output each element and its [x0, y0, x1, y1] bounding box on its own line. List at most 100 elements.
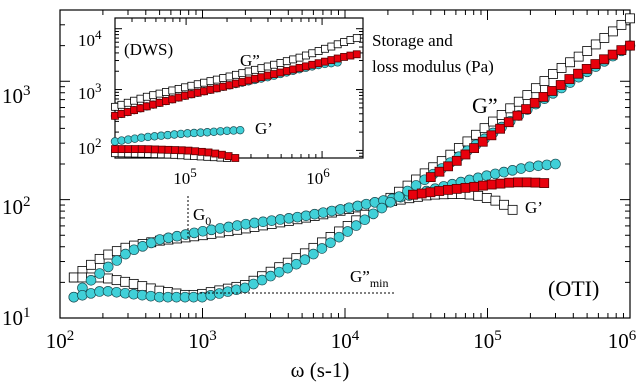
data-point — [103, 249, 114, 260]
data-point — [547, 86, 557, 96]
data-point — [231, 154, 240, 162]
data-point — [507, 165, 518, 176]
data-point — [111, 246, 122, 257]
inset-y-tick-label: 104 — [78, 27, 102, 50]
data-point — [184, 146, 193, 155]
data-point — [314, 47, 323, 55]
data-point — [495, 123, 505, 134]
data-point — [367, 208, 379, 220]
data-point — [206, 85, 215, 94]
data-point — [473, 190, 484, 201]
inset-y-tick-label: 103 — [78, 80, 102, 103]
y-tick-label: 101 — [2, 305, 31, 330]
data-point — [343, 202, 355, 214]
data-point — [196, 291, 208, 303]
data-point — [376, 202, 388, 214]
storage-loss-label-line1: Storage and — [372, 31, 453, 50]
data-point — [117, 100, 126, 109]
data-point — [231, 220, 243, 231]
data-point — [581, 64, 592, 74]
data-point — [317, 207, 329, 218]
data-point — [478, 180, 488, 191]
storage-loss-label-line2: loss modulus (Pa) — [372, 57, 494, 76]
data-point — [479, 123, 490, 134]
data-point — [206, 77, 215, 86]
data-point — [270, 60, 278, 69]
data-point — [187, 90, 196, 99]
data-point — [301, 62, 310, 71]
data-point — [590, 59, 601, 69]
data-point — [136, 94, 145, 103]
data-point — [270, 70, 278, 78]
data-point — [282, 57, 291, 66]
data-point — [335, 204, 346, 215]
data-point — [155, 98, 164, 107]
x-tick-label: 105 — [473, 328, 502, 353]
data-point — [529, 97, 540, 108]
data-point — [308, 49, 317, 58]
data-point — [333, 54, 342, 63]
data-point — [142, 92, 151, 101]
data-point — [486, 179, 497, 190]
data-point — [181, 83, 189, 92]
data-point — [213, 288, 225, 299]
data-point — [137, 281, 148, 292]
inset-marks — [110, 34, 361, 162]
data-point — [68, 291, 80, 303]
data-point — [292, 211, 303, 223]
data-point — [120, 276, 131, 287]
data-point — [499, 199, 509, 210]
data-point — [301, 51, 310, 60]
data-point — [289, 55, 298, 64]
data-point — [490, 195, 501, 206]
data-point — [469, 143, 479, 154]
data-point — [171, 230, 183, 242]
data-point — [434, 166, 445, 177]
data-point — [162, 97, 170, 105]
data-point — [616, 45, 627, 56]
data-point — [488, 116, 498, 127]
data-point — [340, 38, 348, 46]
main-marks — [68, 13, 636, 303]
data-point — [342, 226, 353, 237]
data-point — [128, 278, 139, 289]
y-tick-label: 103 — [2, 83, 31, 108]
data-point — [443, 161, 454, 172]
data-point — [522, 90, 533, 101]
data-point — [111, 275, 122, 286]
inset-g-prime-label: G’ — [255, 119, 273, 138]
data-point — [565, 57, 576, 68]
data-point — [111, 255, 123, 266]
g-prime-label: G’ — [525, 198, 543, 217]
x-tick-label: 102 — [46, 328, 75, 353]
g0-label: G0 — [193, 205, 211, 228]
data-point — [350, 220, 362, 231]
data-point — [163, 232, 174, 244]
data-point — [164, 145, 173, 154]
data-point — [177, 146, 186, 155]
data-point — [204, 148, 213, 157]
data-point — [212, 84, 221, 93]
data-point — [155, 89, 164, 98]
data-point — [504, 177, 515, 188]
data-point — [263, 71, 272, 80]
data-point — [77, 289, 88, 301]
data-point — [86, 259, 96, 270]
data-point — [225, 81, 234, 90]
data-point — [94, 253, 105, 264]
data-point — [123, 108, 132, 116]
data-point — [496, 110, 507, 120]
data-point — [212, 75, 221, 84]
data-point — [218, 150, 226, 159]
gmin-label: G”min — [350, 267, 389, 290]
data-point — [154, 234, 166, 245]
data-point — [425, 172, 436, 183]
data-point — [251, 74, 259, 83]
data-point — [393, 191, 405, 202]
data-point — [300, 210, 312, 222]
data-point — [314, 59, 323, 68]
data-point — [77, 272, 88, 283]
data-point — [308, 248, 319, 260]
data-point — [489, 168, 501, 180]
data-point — [359, 214, 371, 226]
